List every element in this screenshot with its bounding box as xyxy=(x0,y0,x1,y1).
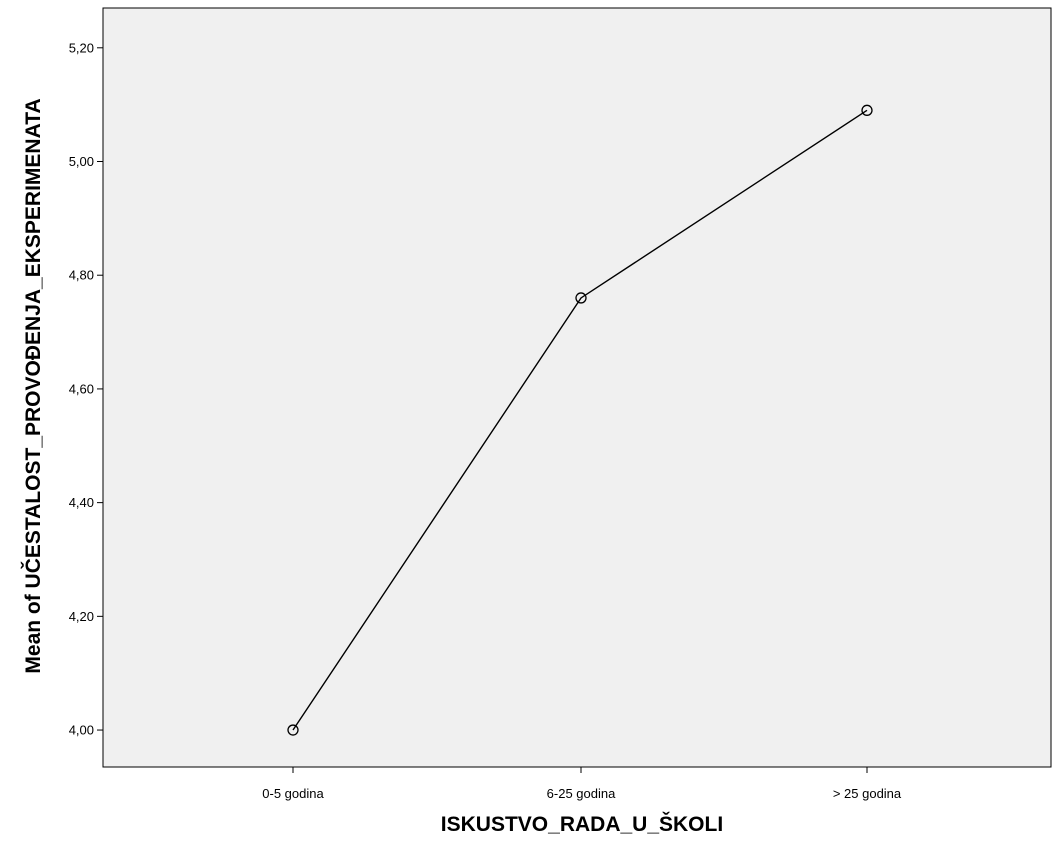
y-tick-label: 4,40 xyxy=(69,495,94,510)
x-tick-label: > 25 godina xyxy=(833,786,902,801)
data-point xyxy=(861,104,873,116)
x-tick-label: 0-5 godina xyxy=(262,786,324,801)
x-axis-title: ISKUSTVO_RADA_U_ŠKOLI xyxy=(441,812,723,836)
x-tick-label: 6-25 godina xyxy=(547,786,616,801)
y-tick-label: 5,20 xyxy=(69,40,94,55)
data-point xyxy=(287,724,299,736)
y-tick-label: 4,80 xyxy=(69,268,94,283)
y-tick-label: 4,60 xyxy=(69,381,94,396)
y-tick-label: 4,20 xyxy=(69,609,94,624)
y-tick-label: 4,00 xyxy=(69,723,94,738)
y-axis-title: Mean of UČESTALOST_PROVOĐENJA_EKSPERIMEN… xyxy=(21,98,45,673)
plot-area xyxy=(102,7,1052,768)
y-axis: 4,00 4,20 4,40 4,60 4,80 5,00 5,20 xyxy=(69,40,103,738)
data-points xyxy=(287,104,873,736)
data-point xyxy=(575,292,587,304)
x-axis: 0-5 godina 6-25 godina > 25 godina xyxy=(262,767,902,801)
series-line xyxy=(292,109,868,731)
y-tick-label: 5,00 xyxy=(69,154,94,169)
